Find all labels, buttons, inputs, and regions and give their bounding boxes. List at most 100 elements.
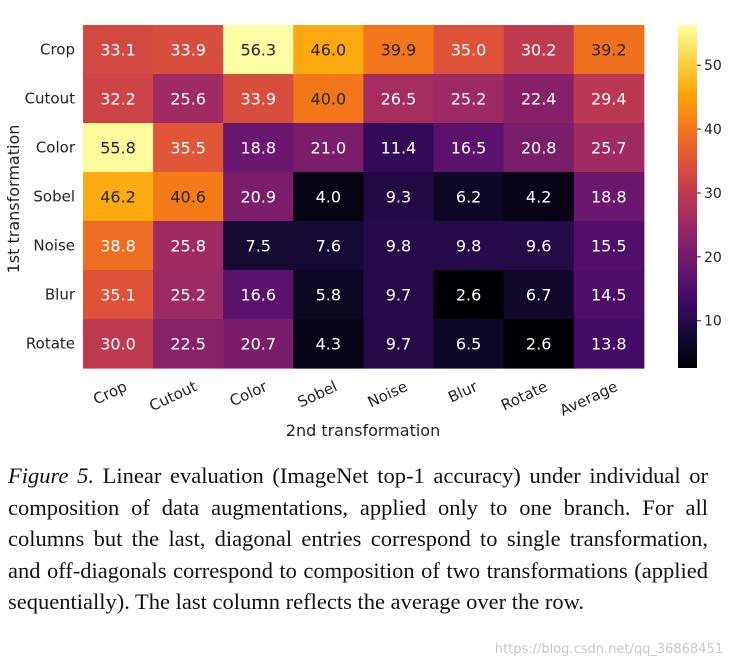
x-tick-label: Average (557, 377, 620, 419)
heatmap-cell (83, 172, 154, 222)
x-tick-label: Color (227, 377, 271, 410)
heatmap-cell (363, 172, 435, 222)
x-tick-label: Cutout (147, 377, 200, 415)
heatmap-cell (503, 74, 575, 124)
heatmap-cell (503, 221, 575, 271)
heatmap-cell (293, 172, 364, 222)
heatmap-cell (83, 74, 154, 124)
cell-value-label: 56.3 (240, 41, 276, 60)
heatmap-cell (503, 123, 575, 173)
heatmap-cell (433, 123, 505, 173)
y-tick-label: Noise (33, 237, 75, 255)
cell-value-label: 11.4 (381, 139, 417, 158)
cell-value-label: 14.5 (591, 286, 627, 305)
x-axis-label: 2nd transformation (286, 421, 440, 440)
cell-value-label: 9.8 (456, 237, 481, 256)
x-tick-label: Sobel (295, 377, 340, 411)
cell-value-label: 20.9 (240, 188, 276, 207)
x-tick-label: Noise (365, 377, 410, 411)
cell-value-label: 46.0 (311, 41, 347, 60)
heatmap-cell (223, 25, 294, 75)
cell-value-label: 2.6 (456, 286, 481, 305)
y-tick-label: Cutout (25, 90, 76, 108)
cell-value-label: 22.4 (521, 90, 557, 109)
cell-value-label: 35.5 (170, 139, 206, 158)
heatmap-cell (503, 172, 575, 222)
heatmap-cell (433, 25, 505, 75)
cell-value-label: 40.6 (170, 188, 206, 207)
colorbar-tick-label: 20 (704, 250, 722, 266)
cell-value-label: 25.2 (170, 286, 206, 305)
y-axis-label: 1st transformation (4, 125, 23, 274)
heatmap-cell (83, 319, 154, 369)
cell-value-label: 5.8 (316, 286, 341, 305)
colorbar-tick-label: 30 (704, 186, 722, 202)
heatmap-cell (433, 270, 505, 320)
y-tick-labels: Crop Cutout Color Sobel Noise Blur Rotate (25, 41, 76, 353)
cell-value-label: 55.8 (100, 139, 136, 158)
heatmap-cell (433, 221, 505, 271)
cell-value-label: 20.8 (521, 139, 557, 158)
cell-value-label: 26.5 (381, 90, 417, 109)
figure-label: Figure 5. (8, 463, 94, 488)
cell-value-label: 33.9 (170, 41, 206, 60)
cell-value-label: 32.2 (100, 90, 136, 109)
heatmap-cell (153, 123, 224, 173)
x-tick-label: Crop (90, 377, 129, 408)
heatmap-cell (83, 221, 154, 271)
heatmap-cell (573, 172, 645, 222)
cell-value-label: 25.8 (170, 237, 206, 256)
cell-value-label: 39.2 (591, 41, 627, 60)
colorbar (678, 25, 697, 368)
cell-value-label: 35.0 (451, 41, 487, 60)
y-tick-label: Blur (45, 286, 76, 304)
heatmap-cell (83, 123, 154, 173)
cell-value-label: 25.6 (170, 90, 206, 109)
heatmap-cell (433, 74, 505, 124)
cell-value-label: 25.7 (591, 139, 627, 158)
heatmap-cell (293, 25, 364, 75)
cell-value-label: 9.8 (386, 237, 411, 256)
heatmap-cell (293, 74, 364, 124)
heatmap-cell (153, 74, 224, 124)
heatmap-cell (363, 270, 435, 320)
heatmap-cell (363, 221, 435, 271)
heatmap-cell (83, 270, 154, 320)
heatmap-cell (503, 270, 575, 320)
heatmap-cell (363, 319, 435, 369)
cell-value-label: 6.2 (456, 188, 481, 207)
colorbar-tick-label: 40 (704, 122, 722, 138)
cell-value-label: 9.3 (386, 188, 411, 207)
heatmap-cell (573, 25, 645, 75)
cell-value-label: 33.1 (100, 41, 136, 60)
heatmap-cell (223, 221, 294, 271)
heatmap-cell (223, 74, 294, 124)
x-tick-label: Rotate (498, 377, 550, 414)
cell-value-label: 18.8 (240, 139, 276, 158)
heatmap-cell (363, 123, 435, 173)
heatmap-cell (83, 25, 154, 75)
y-tick-label: Rotate (26, 335, 75, 353)
cell-value-label: 40.0 (311, 90, 347, 109)
cell-value-label: 21.0 (311, 139, 347, 158)
heatmap-cell (153, 270, 224, 320)
figure-caption: Figure 5. Linear evaluation (ImageNet to… (8, 460, 708, 618)
cell-value-label: 30.2 (521, 41, 557, 60)
cell-value-label: 35.1 (100, 286, 136, 305)
heatmap-cell (433, 319, 505, 369)
cell-value-label: 16.5 (451, 139, 487, 158)
heatmap-cell (223, 270, 294, 320)
heatmap-cell (153, 172, 224, 222)
cell-value-label: 29.4 (591, 90, 627, 109)
heatmap-cell (433, 172, 505, 222)
heatmap-cell (153, 25, 224, 75)
cell-value-label: 25.2 (451, 90, 487, 109)
heatmap-cell (573, 74, 645, 124)
heatmap-cell (573, 221, 645, 271)
cell-value-label: 7.6 (316, 237, 341, 256)
cell-value-label: 46.2 (100, 188, 136, 207)
heatmap-cell (153, 319, 224, 369)
cell-value-label: 13.8 (591, 335, 627, 354)
colorbar-tick-label: 10 (704, 314, 722, 330)
x-tick-labels: Crop Cutout Color Sobel Noise Blur Rotate Avera… (90, 377, 620, 420)
